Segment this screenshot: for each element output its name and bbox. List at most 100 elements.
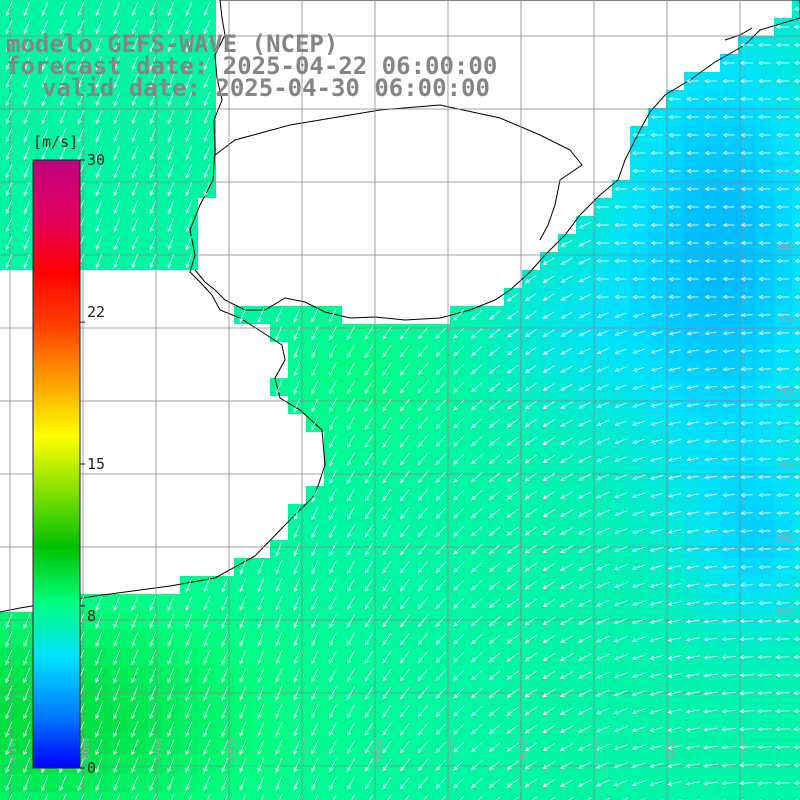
wind-arrow — [167, 146, 175, 161]
wind-arrow — [435, 453, 447, 465]
wind-cell — [288, 792, 306, 800]
wind-arrow — [221, 775, 229, 791]
wind-arrow — [382, 596, 392, 610]
wind-arrow — [668, 294, 681, 300]
wind-arrow — [524, 634, 538, 644]
wind-arrow — [595, 689, 610, 697]
wind-arrow — [185, 164, 193, 179]
wind-arrow — [686, 204, 699, 210]
wind-arrow — [524, 688, 538, 698]
wind-arrow — [631, 132, 646, 138]
wind-arrow — [400, 741, 410, 754]
wind-arrow — [704, 529, 718, 534]
wind-arrow — [488, 634, 501, 645]
wind-arrow — [239, 649, 247, 665]
wind-arrow — [351, 794, 355, 800]
wind-arrow — [488, 652, 501, 663]
wind-arrow — [560, 653, 574, 661]
wind-arrow — [95, 56, 103, 71]
wind-arrow — [650, 420, 664, 426]
wind-arrow — [417, 651, 428, 664]
wind-arrow — [131, 182, 139, 197]
wind-arrow — [668, 96, 682, 102]
wind-arrow — [364, 488, 374, 502]
wind-arrow — [667, 727, 682, 732]
wind-arrow — [329, 740, 337, 755]
wind-arrow — [257, 614, 265, 629]
wind-arrow — [560, 761, 574, 769]
wind-arrow — [542, 688, 556, 698]
wind-arrow — [275, 776, 283, 791]
wind-arrow — [131, 146, 139, 161]
wind-arrow — [542, 527, 556, 536]
wind-arrow — [668, 313, 681, 318]
wind-arrow — [435, 669, 447, 681]
wind-arrow — [776, 204, 789, 210]
wind-arrow — [77, 757, 85, 774]
wind-arrow — [613, 204, 628, 210]
wind-arrow — [5, 613, 13, 629]
wind-arrow — [185, 613, 193, 629]
longitude-label: 51W — [738, 737, 749, 760]
wind-arrow — [560, 365, 573, 373]
wind-arrow — [346, 380, 356, 395]
wind-arrow — [775, 96, 790, 102]
wind-arrow — [471, 633, 483, 645]
wind-arrow — [131, 685, 139, 702]
wind-arrow — [23, 218, 31, 233]
wind-arrow — [704, 349, 717, 354]
wind-arrow — [740, 330, 753, 336]
wind-arrow — [347, 632, 355, 647]
wind-arrow — [524, 490, 538, 500]
wind-arrow — [453, 669, 465, 681]
wind-arrow — [758, 294, 771, 300]
wind-arrow — [417, 363, 428, 376]
wind-arrow — [586, 797, 592, 800]
wind-arrow — [167, 38, 175, 53]
wind-arrow — [631, 654, 646, 661]
wind-arrow — [740, 348, 753, 354]
wind-arrow — [405, 795, 410, 800]
wind-arrow — [5, 2, 13, 17]
wind-arrow — [542, 383, 555, 391]
wind-arrow — [668, 349, 681, 354]
wind-arrow — [435, 399, 447, 411]
wind-arrow — [293, 739, 301, 755]
wind-arrow — [116, 793, 121, 800]
wind-arrow — [329, 488, 337, 503]
wind-arrow — [577, 707, 592, 715]
wind-arrow — [347, 578, 355, 593]
wind-arrow — [453, 471, 465, 483]
wind-arrow — [739, 727, 755, 732]
wind-arrow — [149, 595, 157, 611]
wind-arrow — [531, 796, 538, 800]
wind-arrow — [346, 452, 355, 467]
wind-arrow — [542, 419, 555, 428]
wind-arrow — [542, 634, 556, 644]
wind-cell — [162, 792, 180, 800]
wind-arrow — [721, 583, 736, 588]
wind-arrow — [435, 381, 447, 393]
wind-arrow — [257, 308, 265, 323]
wind-arrow — [364, 362, 374, 377]
wind-arrow — [632, 186, 646, 192]
wind-cell — [702, 792, 720, 800]
wind-arrow — [524, 598, 538, 608]
wind-arrow — [382, 470, 392, 484]
wind-arrow — [542, 455, 556, 464]
wind-arrow — [542, 401, 555, 409]
wind-arrow — [649, 744, 664, 750]
wind-arrow — [758, 420, 772, 426]
wind-arrow — [596, 366, 609, 373]
wind-arrow — [686, 294, 699, 300]
wind-arrow — [613, 456, 628, 463]
wind-arrow — [758, 330, 771, 336]
wind-arrow — [203, 703, 211, 720]
wind-arrow — [578, 473, 592, 481]
wind-arrow — [59, 128, 67, 143]
latitude-label: 39S — [775, 533, 794, 544]
latitude-label: 38S — [775, 460, 794, 471]
wind-arrow — [596, 402, 610, 409]
wind-arrow — [722, 349, 735, 354]
wind-arrow — [400, 651, 410, 664]
